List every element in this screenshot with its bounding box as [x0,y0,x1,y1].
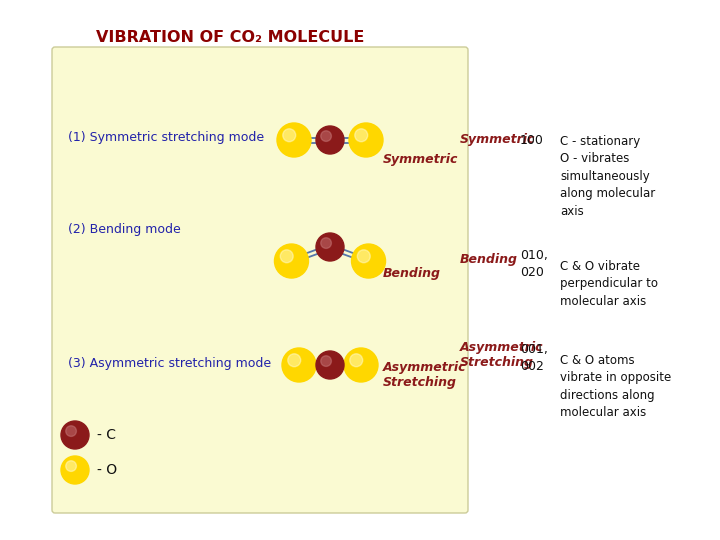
Circle shape [277,123,311,157]
Circle shape [282,348,316,382]
Text: - C: - C [97,428,116,442]
FancyBboxPatch shape [52,47,468,513]
Text: C - stationary
O - vibrates
simultaneously
along molecular
axis: C - stationary O - vibrates simultaneous… [560,135,655,218]
Text: (2) Bending mode: (2) Bending mode [68,224,181,237]
Text: VIBRATION OF CO₂ MOLECULE: VIBRATION OF CO₂ MOLECULE [96,30,364,44]
Circle shape [357,250,370,263]
Text: - O: - O [97,463,117,477]
Text: Symmetric: Symmetric [383,153,459,166]
Circle shape [349,123,383,157]
Circle shape [321,131,331,141]
Circle shape [61,456,89,484]
Circle shape [66,461,76,471]
Circle shape [316,126,344,154]
Text: 010,
020: 010, 020 [520,249,548,279]
Circle shape [66,426,76,436]
Circle shape [316,351,344,379]
Text: Bending: Bending [460,253,518,267]
Text: C & O vibrate
perpendicular to
molecular axis: C & O vibrate perpendicular to molecular… [560,260,658,308]
Circle shape [274,244,308,278]
Circle shape [350,354,363,367]
Circle shape [61,421,89,449]
Circle shape [344,348,378,382]
Text: (3) Asymmetric stretching mode: (3) Asymmetric stretching mode [68,356,271,369]
Text: Asymmetric
Stretching: Asymmetric Stretching [383,361,467,389]
Text: Bending: Bending [383,267,441,280]
Circle shape [321,238,331,248]
Text: 100: 100 [520,133,544,146]
Text: Asymmetric
Stretching: Asymmetric Stretching [460,341,544,369]
Circle shape [316,233,344,261]
Circle shape [351,244,385,278]
Circle shape [321,356,331,367]
Text: C & O atoms
vibrate in opposite
directions along
molecular axis: C & O atoms vibrate in opposite directio… [560,354,671,420]
Text: 001,
002: 001, 002 [520,343,548,373]
Circle shape [355,129,368,141]
Text: Symmetric: Symmetric [460,133,536,146]
Text: (1) Symmetric stretching mode: (1) Symmetric stretching mode [68,132,264,145]
Circle shape [280,250,293,263]
Circle shape [288,354,301,367]
Circle shape [283,129,296,141]
